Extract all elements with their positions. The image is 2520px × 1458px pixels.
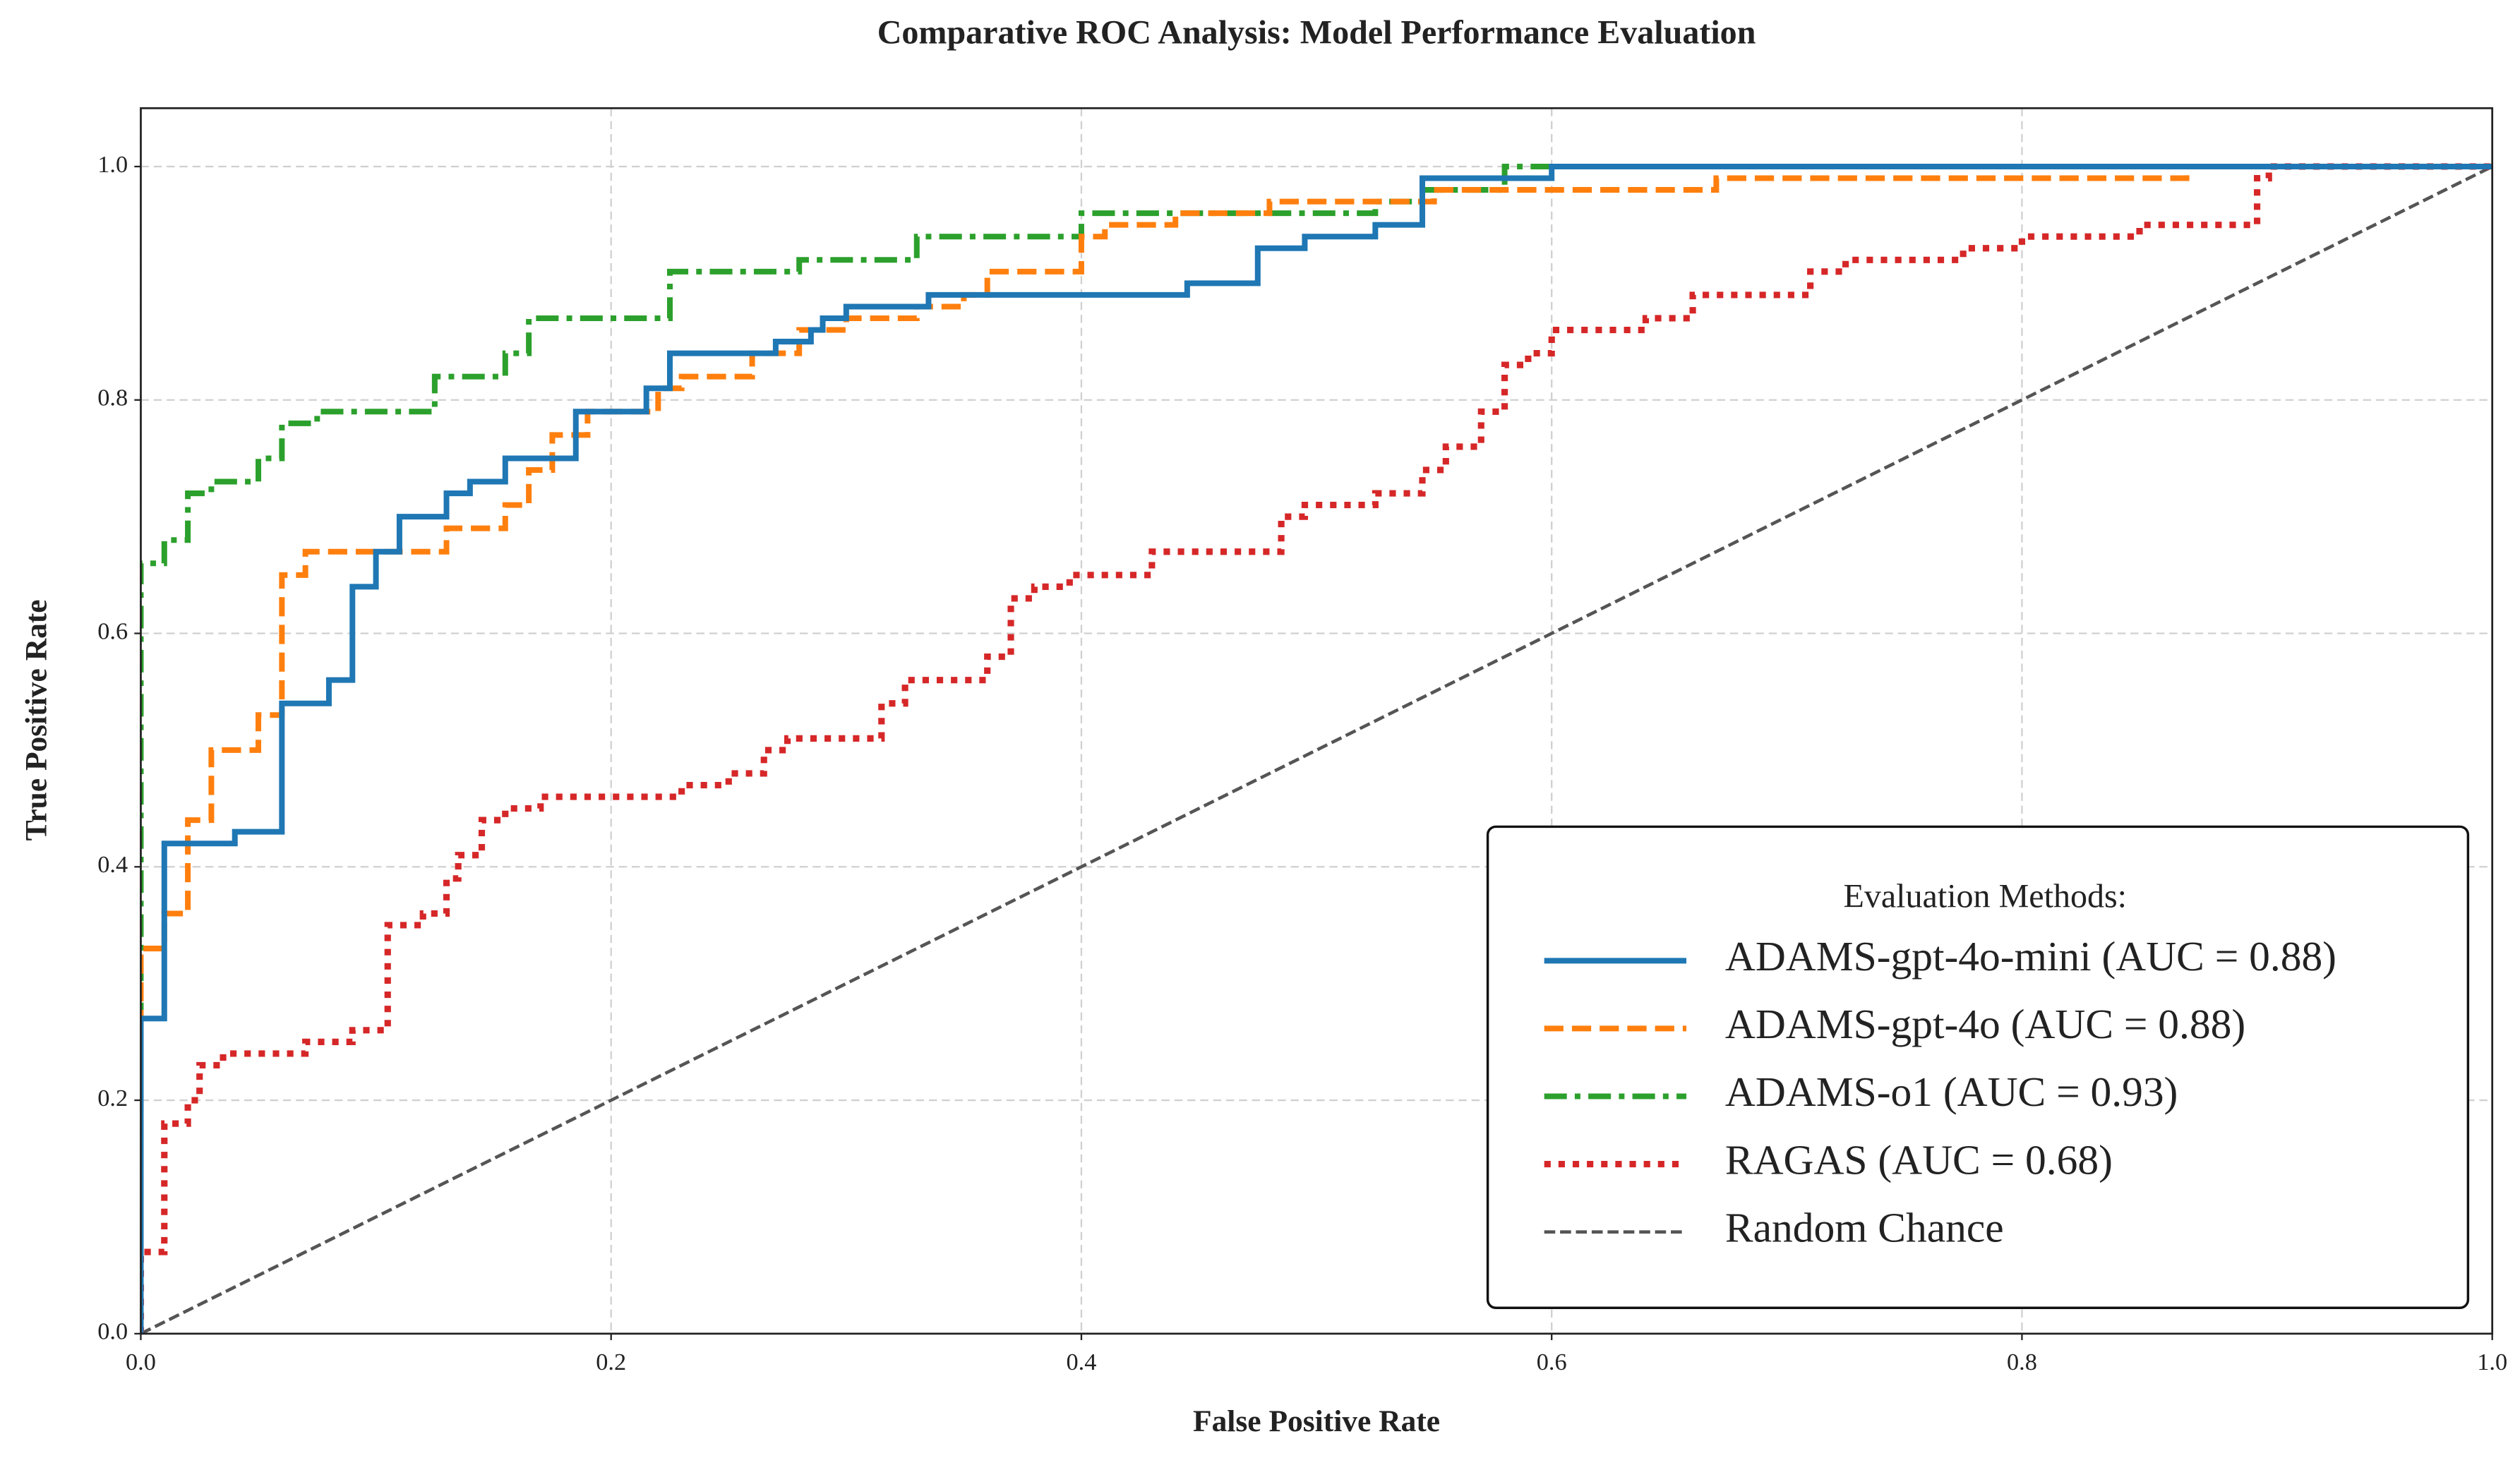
x-tick-label: 0.4 <box>1067 1349 1097 1375</box>
x-tick-label: 0.8 <box>2007 1349 2037 1375</box>
x-tick-label: 0.6 <box>1537 1349 1567 1375</box>
x-tick-label: 1.0 <box>2477 1349 2507 1375</box>
y-tick-label: 0.6 <box>97 617 128 644</box>
y-tick-label: 1.0 <box>97 151 128 178</box>
y-tick-label: 0.2 <box>97 1085 128 1111</box>
series-line <box>140 163 2492 1334</box>
series-line <box>140 164 2492 1334</box>
y-tick-label: 0.8 <box>97 385 128 411</box>
legend-label: ADAMS-gpt-4o-mini (AUC = 0.88) <box>1725 933 2336 980</box>
legend-label: RAGAS (AUC = 0.68) <box>1725 1136 2113 1183</box>
chart-title: Comparative ROC Analysis: Model Performa… <box>877 13 1756 51</box>
series-line <box>140 163 2492 1334</box>
series-line <box>140 163 2492 1334</box>
plot-frame <box>140 107 2494 1335</box>
x-tick-label: 0.0 <box>126 1349 156 1375</box>
y-axis-label: True Positive Rate <box>19 599 53 841</box>
legend-box <box>1486 825 2470 1309</box>
legend-label: ADAMS-gpt-4o (AUC = 0.88) <box>1725 1001 2245 1047</box>
y-tick-label: 0.0 <box>97 1318 128 1345</box>
x-tick-label: 0.2 <box>596 1349 626 1375</box>
legend-label: ADAMS-o1 (AUC = 0.93) <box>1725 1068 2178 1115</box>
series-line <box>140 163 2492 1334</box>
x-axis-label: False Positive Rate <box>1193 1404 1440 1438</box>
y-tick-label: 0.4 <box>97 851 128 878</box>
legend-title: Evaluation Methods: <box>1844 877 2128 915</box>
legend-label: Random Chance <box>1725 1204 2004 1251</box>
